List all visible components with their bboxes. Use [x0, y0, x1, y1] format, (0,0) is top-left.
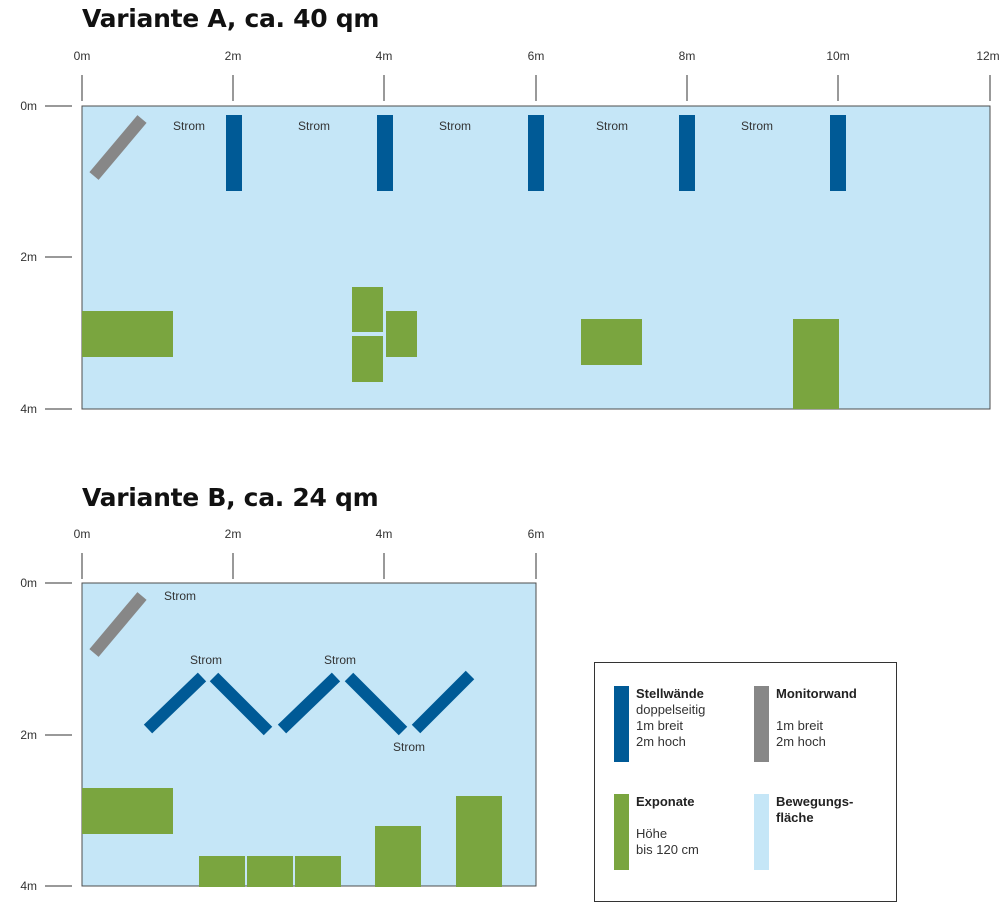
legend-text: Monitorwand 1m breit 2m hoch: [776, 686, 857, 750]
partition-wall: [377, 115, 393, 191]
exhibit: [247, 856, 293, 887]
legend-title: Monitorwand: [776, 686, 857, 701]
y-tick-label: 0m: [20, 576, 37, 590]
x-tick-label: 12m: [976, 49, 999, 63]
legend-text: Stellwände doppelseitig 1m breit 2m hoch: [636, 686, 705, 750]
legend-text: Exponate Höhe bis 120 cm: [636, 794, 699, 858]
legend-line: Höhe: [636, 826, 668, 841]
x-tick-label: 6m: [528, 527, 545, 541]
legend-line: 2m hoch: [776, 734, 826, 749]
partition-wall: [411, 670, 475, 734]
x-tick-label: 4m: [376, 527, 393, 541]
y-tick-label: 0m: [20, 99, 37, 113]
legend-line: [776, 702, 857, 718]
partition-wall: [209, 672, 273, 736]
power-label: Strom: [164, 589, 196, 603]
exhibit: [352, 287, 383, 332]
y-tick-label: 4m: [20, 879, 37, 893]
partition-wall: [143, 672, 207, 734]
partition-wall: [226, 115, 242, 191]
power-label: Strom: [173, 119, 205, 133]
variant-b-x-axis: 0m 2m 4m 6m: [74, 527, 545, 579]
legend-title: Stellwände: [636, 686, 704, 701]
exhibit: [295, 856, 341, 887]
variant-a-plan: 0m 2m 4m 6m 8m 10m 12m 0m 2m 4m Strom St…: [20, 49, 999, 416]
variant-a-y-axis: 0m 2m 4m: [20, 99, 72, 416]
legend-line: doppelseitig: [636, 702, 706, 717]
exhibit: [199, 856, 245, 887]
power-label: Strom: [298, 119, 330, 133]
power-label: Strom: [190, 653, 222, 667]
variant-b-title: Variante B, ca. 24 qm: [82, 483, 379, 512]
y-tick-label: 4m: [20, 402, 37, 416]
monitor-wall-swatch: [754, 686, 769, 762]
exhibit-swatch: [614, 794, 629, 870]
variant-a-x-axis: 0m 2m 4m 6m 8m 10m 12m: [74, 49, 1000, 101]
power-label: Strom: [439, 119, 471, 133]
exhibit: [352, 336, 383, 382]
x-tick-label: 2m: [225, 49, 242, 63]
variant-a-title: Variante A, ca. 40 qm: [82, 4, 380, 33]
power-label: Strom: [741, 119, 773, 133]
x-tick-label: 2m: [225, 527, 242, 541]
partition-wall: [277, 672, 341, 734]
legend-line: 2m hoch: [636, 734, 686, 749]
x-tick-label: 6m: [528, 49, 545, 63]
legend: Stellwände doppelseitig 1m breit 2m hoch…: [594, 662, 897, 902]
power-label: Strom: [596, 119, 628, 133]
legend-line: 1m breit: [636, 718, 683, 733]
movement-area-swatch: [754, 794, 769, 870]
monitor-wall: [89, 592, 147, 657]
legend-line: bis 120 cm: [636, 842, 699, 857]
x-tick-label: 0m: [74, 527, 91, 541]
x-tick-label: 10m: [826, 49, 849, 63]
partition-wall: [528, 115, 544, 191]
variant-b-plan: 0m 2m 4m 6m 0m 2m 4m Strom Strom Strom S…: [20, 527, 544, 893]
power-label: Strom: [393, 740, 425, 754]
exhibit: [375, 826, 421, 887]
exhibit: [793, 319, 839, 409]
exhibit: [82, 788, 173, 834]
legend-title: Bewegungs-: [776, 794, 854, 809]
partition-wall: [344, 672, 408, 736]
partition-wall: [830, 115, 846, 191]
legend-title: Exponate: [636, 794, 695, 809]
exhibit: [456, 796, 502, 887]
variant-b-y-axis: 0m 2m 4m: [20, 576, 72, 893]
exhibit: [386, 311, 417, 357]
x-tick-label: 4m: [376, 49, 393, 63]
y-tick-label: 2m: [20, 728, 37, 742]
monitor-wall: [89, 115, 147, 180]
x-tick-label: 0m: [74, 49, 91, 63]
x-tick-label: 8m: [679, 49, 696, 63]
exhibit: [581, 319, 642, 365]
legend-line: [636, 810, 699, 826]
partition-wall: [679, 115, 695, 191]
partition-wall-swatch: [614, 686, 629, 762]
legend-title-continued: fläche: [776, 810, 814, 825]
legend-line: 1m breit: [776, 718, 823, 733]
exhibit: [82, 311, 173, 357]
power-label: Strom: [324, 653, 356, 667]
legend-text: Bewegungs- fläche: [776, 794, 853, 826]
y-tick-label: 2m: [20, 250, 37, 264]
